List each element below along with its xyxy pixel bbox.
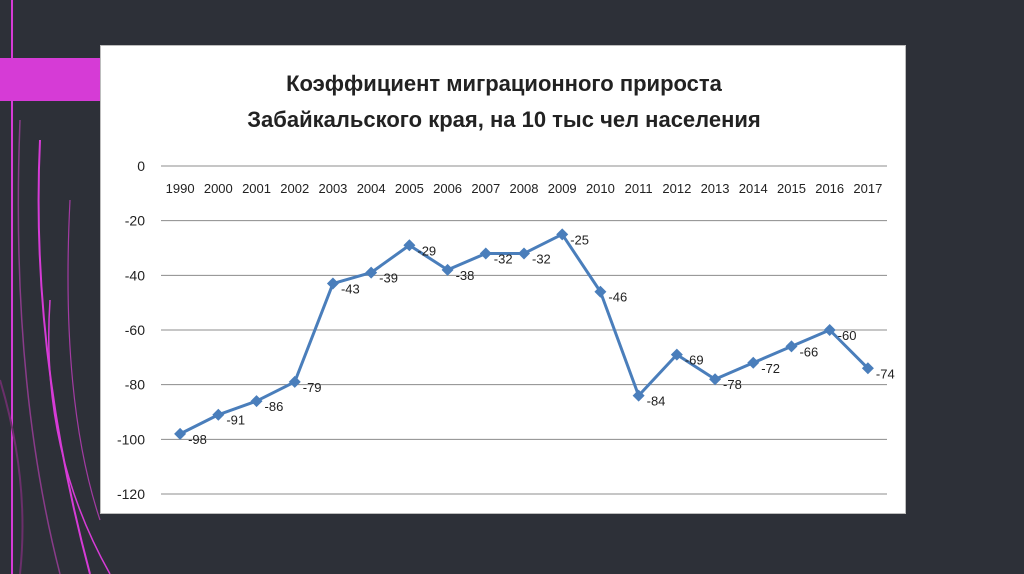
x-tick-label: 2008	[510, 181, 539, 196]
data-label: -98	[188, 432, 207, 447]
data-point	[823, 324, 836, 336]
data-label: -69	[685, 353, 704, 368]
x-tick-label: 1990	[166, 181, 195, 196]
chart-title-line1: Коэффициент миграционного прироста	[286, 71, 722, 96]
data-point	[861, 362, 874, 375]
y-tick-label: 0	[137, 158, 145, 174]
data-point	[670, 348, 683, 361]
x-tick-label: 2009	[548, 181, 577, 196]
data-point	[747, 356, 760, 369]
x-tick-label: 2013	[701, 181, 730, 196]
x-tick-label: 2012	[662, 181, 691, 196]
data-label: -86	[265, 399, 284, 414]
data-label: -46	[608, 290, 627, 305]
y-tick-label: -120	[117, 486, 145, 502]
data-label: -60	[838, 328, 857, 343]
data-label: -84	[647, 394, 666, 409]
data-label: -29	[417, 243, 436, 258]
accent-bar	[0, 58, 100, 101]
data-label: -72	[761, 361, 780, 376]
data-label: -43	[341, 282, 360, 297]
x-tick-label: 2005	[395, 181, 424, 196]
data-point	[518, 247, 530, 260]
data-point	[785, 340, 798, 353]
chart-title-line2: Забайкальского края, на 10 тыс чел насел…	[247, 107, 761, 132]
data-point	[556, 228, 569, 241]
x-tick-label: 2004	[357, 181, 386, 196]
data-point	[365, 266, 378, 279]
x-tick-label: 2007	[471, 181, 500, 196]
data-point	[288, 375, 301, 388]
data-point	[441, 263, 454, 276]
x-tick-label: 2003	[318, 181, 347, 196]
data-point	[403, 239, 416, 252]
x-tick-label: 2002	[280, 181, 309, 196]
data-label: -32	[532, 251, 551, 266]
y-tick-label: -100	[117, 431, 145, 447]
data-label: -91	[226, 413, 245, 428]
y-tick-label: -80	[125, 377, 145, 393]
chart-title: Коэффициент миграционного прироста Забай…	[101, 66, 907, 138]
y-tick-label: -20	[125, 213, 145, 229]
data-label: -79	[303, 380, 322, 395]
x-tick-label: 2010	[586, 181, 615, 196]
y-tick-label: -60	[125, 322, 145, 338]
data-label: -25	[570, 232, 589, 247]
x-tick-label: 2000	[204, 181, 233, 196]
y-tick-label: -40	[125, 267, 145, 283]
data-point	[632, 389, 645, 402]
x-tick-label: 2011	[625, 181, 653, 196]
data-point	[594, 285, 607, 298]
data-point	[250, 395, 263, 408]
data-label: -74	[876, 366, 895, 381]
x-tick-label: 2014	[739, 181, 768, 196]
data-label: -38	[456, 268, 475, 283]
data-label: -78	[723, 377, 742, 392]
data-label: -66	[799, 344, 818, 359]
line-chart: 0 -20 -40 -60 -80 -100 -120 1990 2000 2001 2002 200…	[117, 158, 895, 502]
data-point	[479, 247, 492, 260]
data-point	[174, 427, 187, 440]
data-point	[709, 373, 722, 386]
x-tick-label: 2006	[433, 181, 462, 196]
data-point	[212, 408, 225, 421]
x-tick-label: 2015	[777, 181, 806, 196]
x-tick-label: 2001	[242, 181, 271, 196]
data-point	[326, 277, 339, 290]
x-tick-label: 2016	[815, 181, 844, 196]
chart-panel: Коэффициент миграционного прироста Забай…	[100, 45, 906, 514]
data-label: -39	[379, 271, 398, 286]
data-label: -32	[494, 251, 513, 266]
x-tick-label: 2017	[853, 181, 882, 196]
